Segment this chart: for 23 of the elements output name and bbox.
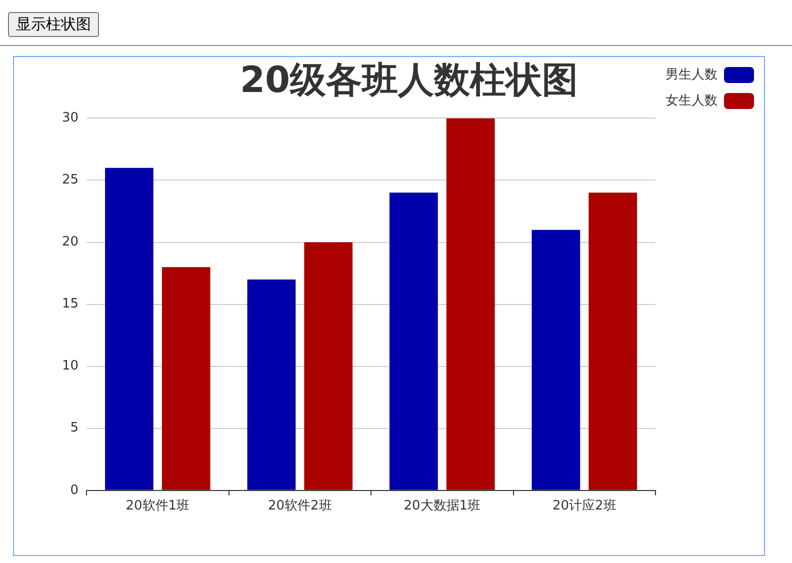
- x-tick-label: 20大数据1班: [404, 498, 481, 514]
- bar: [247, 279, 296, 490]
- y-tick-label: 25: [62, 172, 79, 188]
- chart-title: 20级各班人数柱状图: [240, 60, 578, 101]
- y-tick-label: 0: [70, 482, 79, 498]
- x-tick-label: 20软件2班: [268, 498, 332, 514]
- bar: [532, 230, 580, 490]
- text: 显示柱状图: [8, 12, 99, 37]
- y-tick-label: 15: [62, 296, 79, 312]
- bar: [588, 192, 638, 490]
- x-tick-label: 20计应2班: [552, 498, 616, 514]
- bar: [162, 267, 210, 490]
- legend-label: 女生人数: [666, 93, 718, 108]
- bar: [390, 192, 438, 490]
- y-tick-label: 5: [70, 420, 79, 436]
- y-tick-label: 10: [62, 358, 79, 374]
- legend-label: 男生人数: [666, 67, 718, 82]
- y-tick-label: 20: [62, 234, 79, 250]
- bar: [105, 168, 154, 490]
- bar: [446, 118, 495, 490]
- bar: [304, 242, 353, 490]
- x-tick-label: 20软件1班: [126, 498, 190, 514]
- y-tick-label: 30: [62, 110, 79, 126]
